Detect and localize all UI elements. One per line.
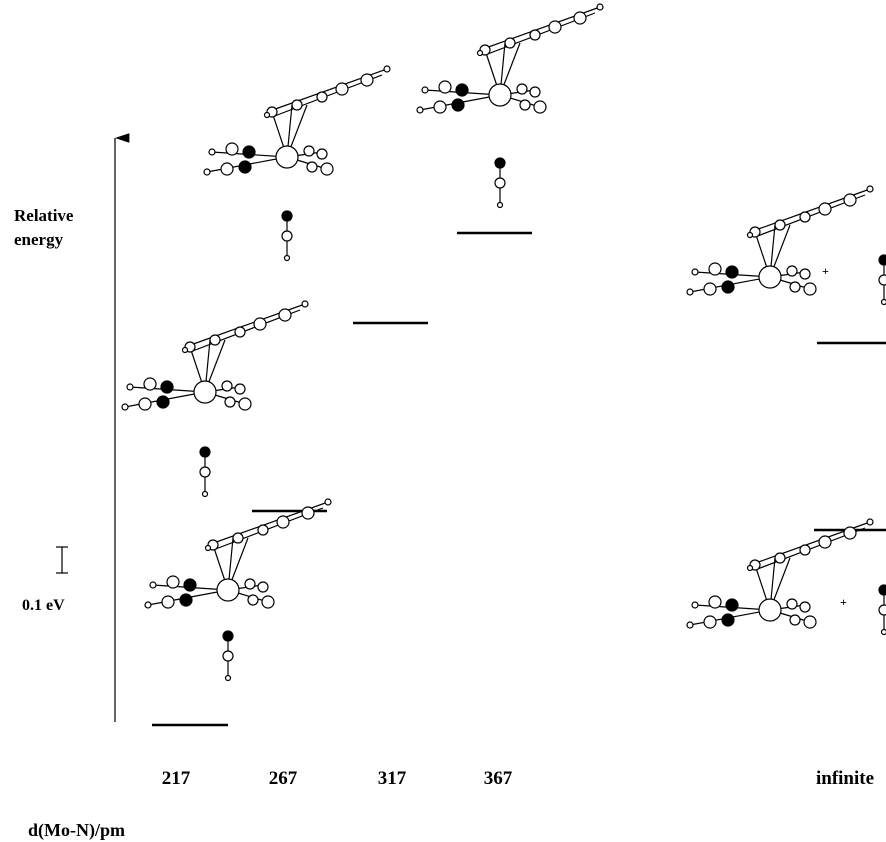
svg-text:+: + xyxy=(822,264,829,278)
figure: Relative energy 0.1 eV + + 217 267 317 3… xyxy=(0,0,886,842)
y-axis-label: Relative xyxy=(14,206,74,225)
molecule xyxy=(417,4,603,208)
scale-bar-label: 0.1 eV xyxy=(22,597,65,614)
x-label: infinite xyxy=(816,768,874,789)
molecule: + xyxy=(687,186,886,305)
x-label: 217 xyxy=(162,768,191,789)
scale-bar xyxy=(56,547,68,573)
y-axis-label: energy xyxy=(14,230,64,249)
x-label: 367 xyxy=(484,768,513,789)
molecule xyxy=(145,499,331,681)
molecule xyxy=(204,66,390,261)
x-axis-label: d(Mo-N)/pm xyxy=(28,820,125,841)
x-label: 317 xyxy=(378,768,407,789)
molecule xyxy=(122,301,308,497)
x-label: 267 xyxy=(269,768,298,789)
molecule: + xyxy=(687,519,886,635)
svg-text:+: + xyxy=(840,595,847,609)
